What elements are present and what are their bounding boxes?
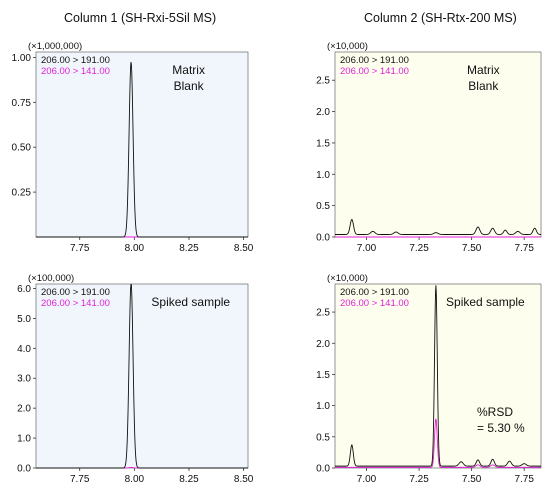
y-tick-label: 0.25 (12, 188, 32, 199)
annotation-line: Matrix (467, 63, 500, 77)
x-tick-label: 7.75 (514, 243, 534, 254)
x-tick-label: 7.00 (357, 243, 377, 254)
x-tick-label: 7.75 (70, 474, 90, 485)
trace-206-00-141-00 (335, 418, 541, 468)
y-tick-label: 2.0 (17, 404, 31, 415)
annotation-label: Spiked sample (151, 295, 230, 309)
y-tick-label: 3.0 (17, 374, 31, 385)
x-tick-label: 8.00 (125, 243, 145, 254)
legend-entry: 206.00 > 141.00 (41, 66, 110, 77)
chart-panel-1: (×1,000,000) 0.25 0.50 0.75 1.00 7.75 8.00 8.25… (12, 41, 254, 254)
legend-entry: 206.00 > 141.00 (340, 66, 409, 77)
y-tick-label: 0.50 (12, 143, 32, 154)
y-tick-label: 4.0 (17, 344, 31, 355)
x-tick-label: 8.25 (179, 474, 199, 485)
column-2-title: Column 2 (SH-Rtx-200 MS) (364, 11, 517, 25)
y-tick-label: 0.5 (316, 432, 330, 443)
legend-entry: 206.00 > 141.00 (41, 298, 110, 309)
legend-entry: 206.00 > 191.00 (340, 55, 409, 66)
y-tick-label: 1.0 (316, 401, 330, 412)
plot-area (35, 283, 249, 469)
y-tick-label: 0.75 (12, 98, 32, 109)
y-tick-label: 2.0 (316, 107, 330, 118)
trace-206-00-191-00 (36, 283, 248, 469)
rsd-value: = 5.30 % (477, 421, 525, 435)
x-tick-label: 7.50 (462, 474, 482, 485)
rsd-label: %RSD (477, 405, 513, 419)
y-tick-label: 0.5 (316, 201, 330, 212)
y-multiplier-label: (×100,000) (28, 273, 74, 284)
plot-area (334, 283, 542, 469)
trace-206-00-191-00 (335, 285, 541, 467)
chart-panel-4: (×10,000) 0.0 0.5 1.0 1.5 2.0 2.5 7.00 7.25 7.50 7… (316, 273, 542, 485)
y-tick-label: 2.5 (316, 308, 330, 319)
legend-entry: 206.00 > 191.00 (340, 287, 409, 298)
y-tick-label: 1.5 (316, 138, 330, 149)
y-tick-label: 1.5 (316, 370, 330, 381)
y-tick-label: 5.0 (17, 314, 31, 325)
legend-entry: 206.00 > 141.00 (340, 298, 409, 309)
y-tick-label: 1.0 (316, 170, 330, 181)
x-tick-label: 7.00 (357, 474, 377, 485)
y-tick-label: 2.0 (316, 339, 330, 350)
column-1-title: Column 1 (SH-Rxi-5Sil MS) (64, 11, 217, 25)
annotation-line: Blank (174, 79, 205, 93)
y-multiplier-label: (×1,000,000) (28, 41, 82, 52)
y-tick-label: 6.0 (17, 284, 31, 295)
trace-206-00-191-00 (335, 218, 542, 235)
x-tick-label: 8.50 (234, 243, 254, 254)
x-tick-label: 7.75 (514, 474, 534, 485)
y-tick-label: 2.5 (316, 76, 330, 87)
legend-entry: 206.00 > 191.00 (41, 287, 110, 298)
x-tick-label: 7.25 (409, 474, 429, 485)
plot-area (35, 51, 249, 238)
x-tick-label: 8.25 (179, 243, 199, 254)
chart-panel-2: (×10,000) 0.0 0.5 1.0 1.5 2.0 2.5 7.00 7.25 7.50 7… (316, 41, 542, 254)
annotation-label: Spiked sample (446, 295, 525, 309)
x-tick-label: 8.50 (234, 474, 254, 485)
annotation-line: Matrix (172, 63, 205, 77)
plot-area (334, 51, 542, 238)
y-multiplier-label: (×10,000) (327, 273, 368, 284)
chart-panel-3: (×100,000) 0.0 1.0 2.0 3.0 4.0 5.0 6.0 7.75 8.00 8… (17, 273, 254, 485)
annotation-line: Blank (468, 79, 499, 93)
legend-entry: 206.00 > 191.00 (41, 55, 110, 66)
y-tick-label: 0.0 (316, 464, 330, 475)
y-tick-label: 0.0 (316, 233, 330, 244)
y-tick-label: 1.0 (17, 434, 31, 445)
x-tick-label: 7.25 (409, 243, 429, 254)
y-tick-label: 1.00 (12, 53, 32, 64)
x-tick-label: 7.75 (70, 243, 90, 254)
y-tick-label: 0.0 (17, 464, 31, 475)
x-tick-label: 8.00 (125, 474, 145, 485)
y-multiplier-label: (×10,000) (327, 41, 368, 52)
trace-206-00-191-00 (36, 62, 248, 238)
x-tick-label: 7.50 (462, 243, 482, 254)
